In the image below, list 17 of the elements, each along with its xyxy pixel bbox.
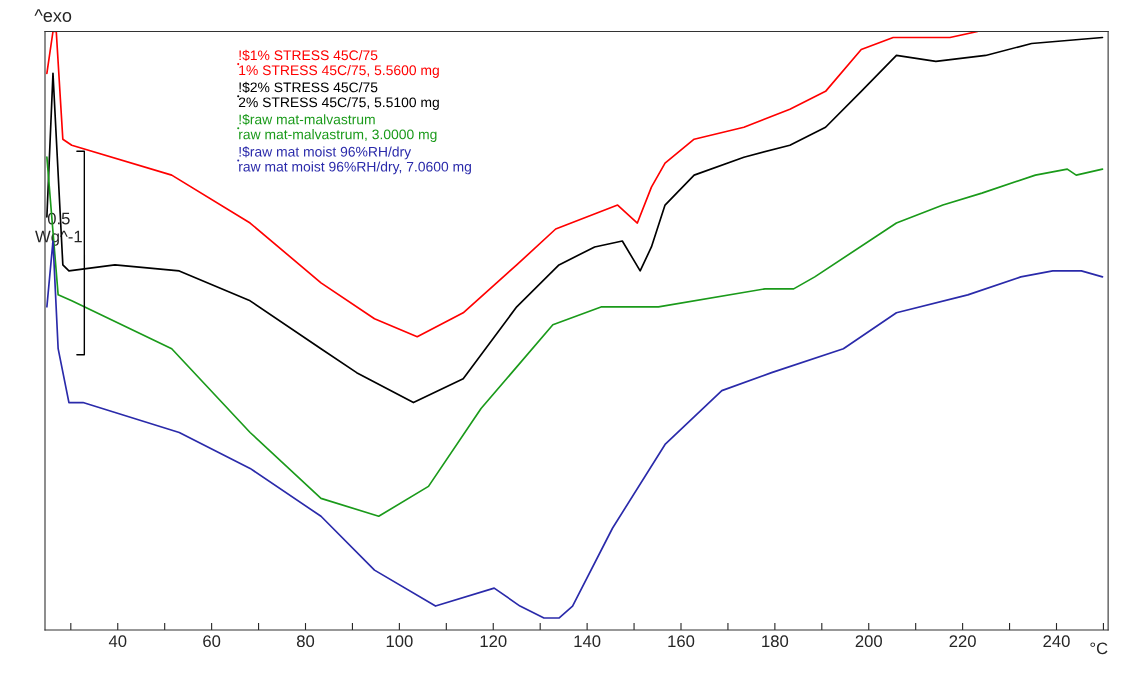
- legend-label: !$2% STRESS 45C/75 2% STRESS 45C/75, 5.5100 mg: [238, 81, 439, 110]
- x-tick-label: 120: [480, 635, 507, 648]
- x-axis-title: °C: [1090, 642, 1108, 655]
- x-tick-label: 240: [1043, 635, 1070, 648]
- text: ^exo: [34, 9, 72, 22]
- x-tick-label: 40: [108, 635, 127, 648]
- x-tick-label: 100: [386, 635, 413, 648]
- legend-label: !$raw mat-malvastrum raw mat-malvastrum, 3.0000 mg: [239, 113, 437, 143]
- x-tick-label: 200: [855, 635, 882, 648]
- legend-label: !$1% STRESS 45C/75 1% STRESS 45C/75, 5.5600 mg: [239, 49, 439, 78]
- x-tick-label: 180: [762, 635, 789, 648]
- x-tick-label: 140: [574, 635, 601, 648]
- x-tick-label: 80: [296, 635, 315, 648]
- x-tick-label: 160: [668, 635, 695, 648]
- x-tick-label: 60: [203, 635, 221, 648]
- legend-label: !$raw mat moist 96%RH/dry raw mat moist 96%RH/dry, 7.0600 mg: [239, 146, 471, 175]
- x-tick-label: 220: [949, 635, 976, 648]
